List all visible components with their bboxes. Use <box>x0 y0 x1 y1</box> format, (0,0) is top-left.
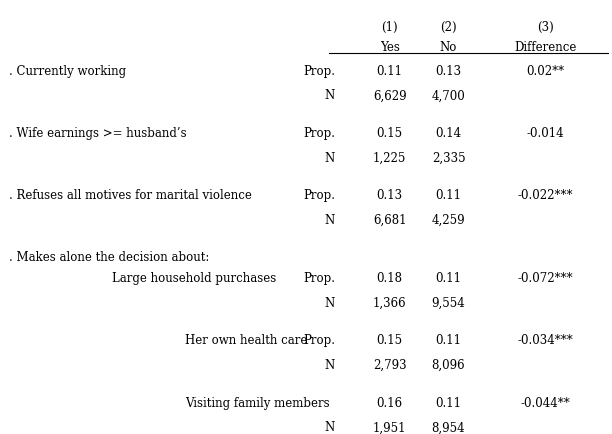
Text: Prop.: Prop. <box>303 127 335 140</box>
Text: 0.15: 0.15 <box>376 127 403 140</box>
Text: 1,366: 1,366 <box>373 297 406 310</box>
Text: No: No <box>440 41 457 54</box>
Text: (2): (2) <box>440 21 457 34</box>
Text: N: N <box>325 421 335 434</box>
Text: 8,954: 8,954 <box>431 421 465 434</box>
Text: 0.16: 0.16 <box>376 397 403 410</box>
Text: 0.15: 0.15 <box>376 335 403 348</box>
Text: (1): (1) <box>381 21 398 34</box>
Text: 8,096: 8,096 <box>431 359 465 372</box>
Text: N: N <box>325 359 335 372</box>
Text: 6,681: 6,681 <box>373 214 406 227</box>
Text: 0.11: 0.11 <box>436 189 461 202</box>
Text: N: N <box>325 151 335 164</box>
Text: 4,700: 4,700 <box>431 89 465 102</box>
Text: Prop.: Prop. <box>303 272 335 285</box>
Text: 0.13: 0.13 <box>376 189 403 202</box>
Text: 0.11: 0.11 <box>436 397 461 410</box>
Text: 1,225: 1,225 <box>373 151 406 164</box>
Text: Difference: Difference <box>514 41 577 54</box>
Text: . Wife earnings >= husband’s: . Wife earnings >= husband’s <box>9 127 187 140</box>
Text: 0.02**: 0.02** <box>526 65 565 78</box>
Text: -0.044**: -0.044** <box>521 397 570 410</box>
Text: -0.014: -0.014 <box>527 127 564 140</box>
Text: 0.11: 0.11 <box>436 335 461 348</box>
Text: 0.18: 0.18 <box>377 272 403 285</box>
Text: 2,335: 2,335 <box>431 151 465 164</box>
Text: 6,629: 6,629 <box>373 89 406 102</box>
Text: 2,793: 2,793 <box>373 359 406 372</box>
Text: Large household purchases: Large household purchases <box>112 272 276 285</box>
Text: N: N <box>325 297 335 310</box>
Text: 0.13: 0.13 <box>436 65 461 78</box>
Text: 9,554: 9,554 <box>431 297 465 310</box>
Text: Prop.: Prop. <box>303 335 335 348</box>
Text: 1,951: 1,951 <box>373 421 406 434</box>
Text: . Currently working: . Currently working <box>9 65 126 78</box>
Text: 4,259: 4,259 <box>431 214 465 227</box>
Text: Prop.: Prop. <box>303 65 335 78</box>
Text: . Makes alone the decision about:: . Makes alone the decision about: <box>9 251 209 264</box>
Text: N: N <box>325 89 335 102</box>
Text: -0.072***: -0.072*** <box>518 272 573 285</box>
Text: Prop.: Prop. <box>303 189 335 202</box>
Text: . Refuses all motives for marital violence: . Refuses all motives for marital violen… <box>9 189 252 202</box>
Text: N: N <box>325 214 335 227</box>
Text: 0.14: 0.14 <box>436 127 461 140</box>
Text: -0.034***: -0.034*** <box>518 335 573 348</box>
Text: Visiting family members: Visiting family members <box>185 397 329 410</box>
Text: Yes: Yes <box>380 41 400 54</box>
Text: 0.11: 0.11 <box>377 65 403 78</box>
Text: (3): (3) <box>537 21 554 34</box>
Text: Her own health care: Her own health care <box>185 335 307 348</box>
Text: -0.022***: -0.022*** <box>518 189 573 202</box>
Text: 0.11: 0.11 <box>436 272 461 285</box>
